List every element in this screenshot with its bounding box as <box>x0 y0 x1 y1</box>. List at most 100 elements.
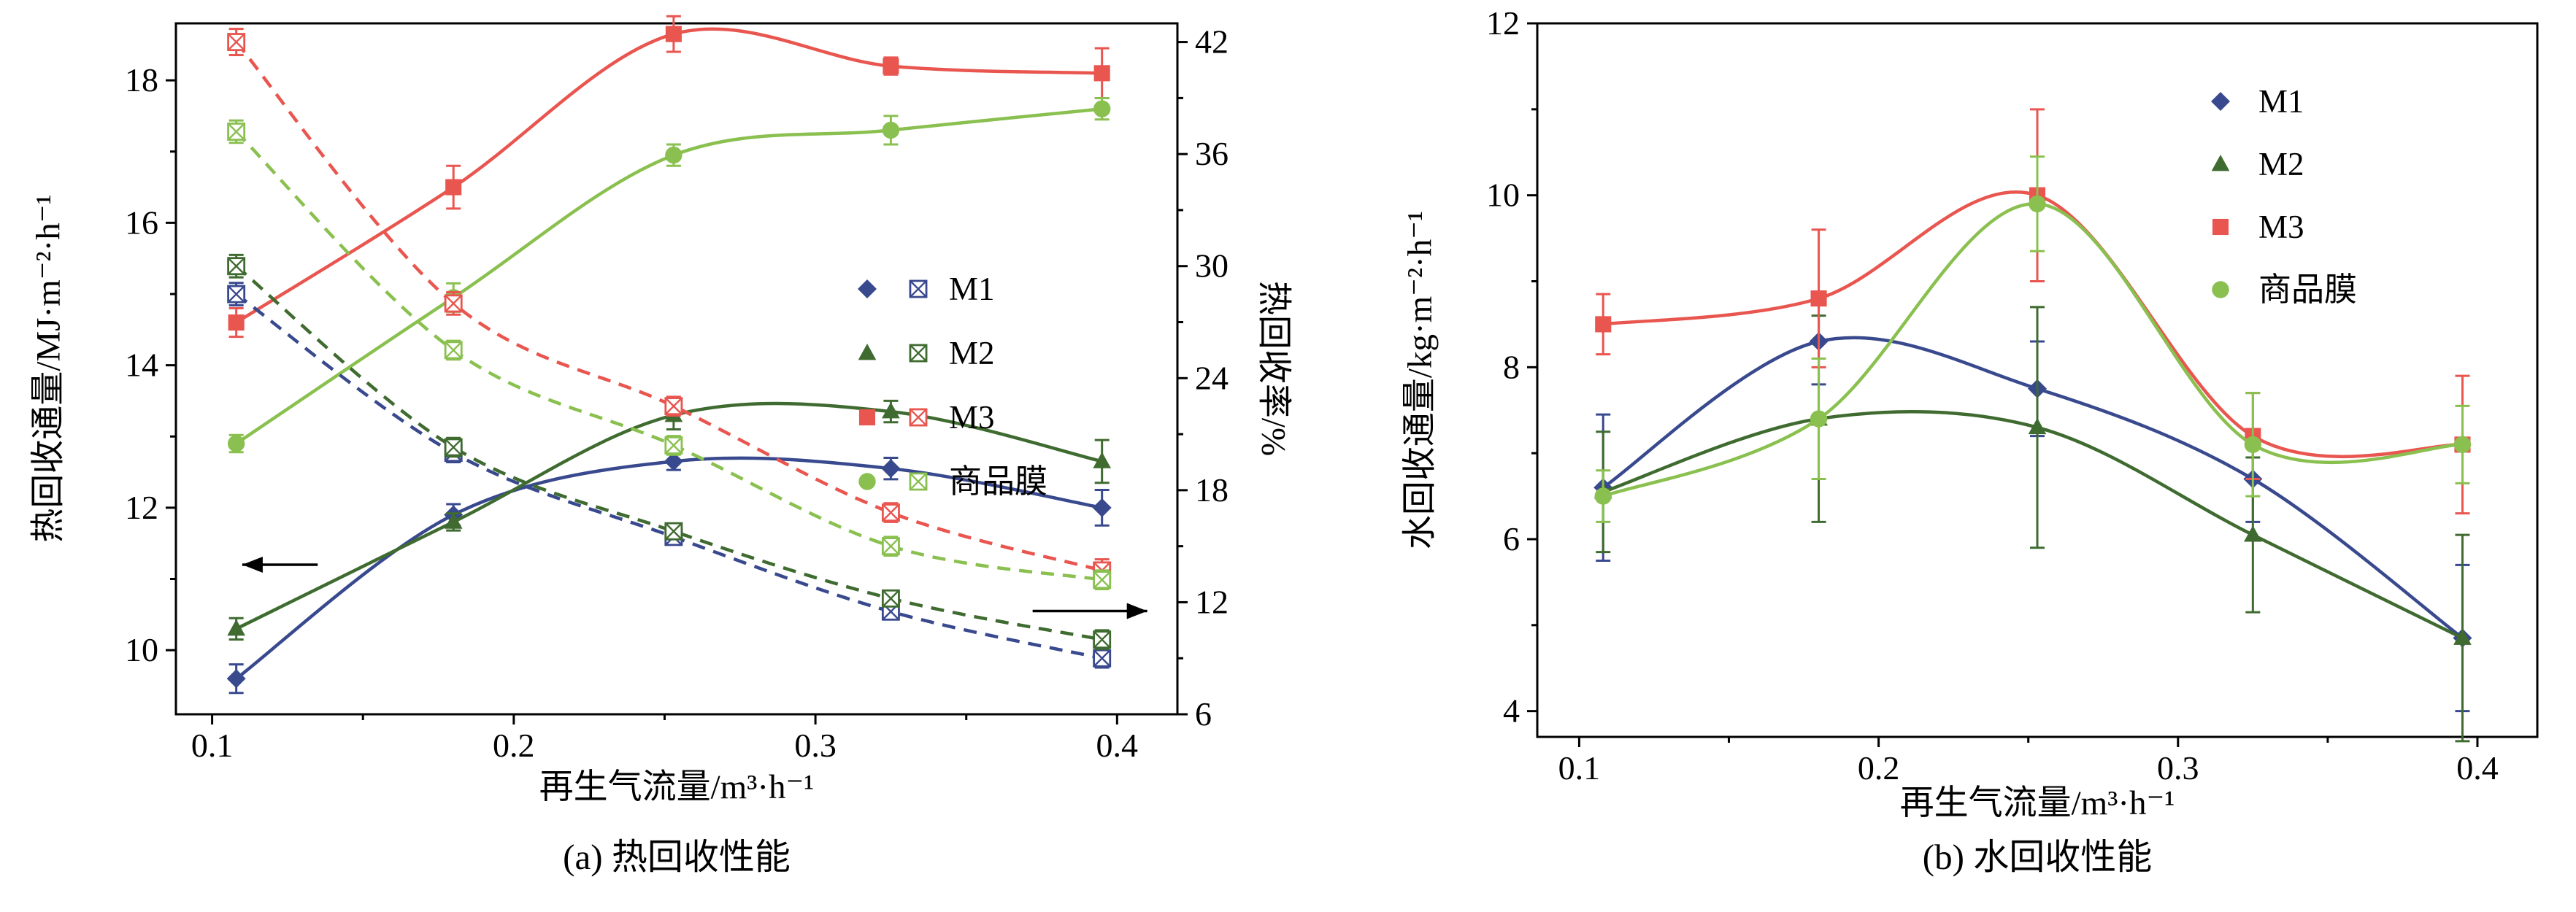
crossed-square-x <box>227 33 245 51</box>
legend-label: M3 <box>2258 209 2304 245</box>
crossed-square-x <box>227 257 245 275</box>
y-left-tick-label: 16 <box>125 204 158 241</box>
tick-labels: 0.1 0.2 0.3 0.4 4 6 8 10 12 <box>1486 4 2499 787</box>
square-marker <box>1595 316 1612 333</box>
square-marker <box>2212 218 2229 236</box>
y-right-tick-label: 30 <box>1195 247 1229 285</box>
series-M1-water-flux <box>1593 297 2472 713</box>
series-M3-heat-flux <box>228 15 1110 339</box>
x-tick-label: 0.3 <box>2157 749 2199 787</box>
arrow-head <box>242 556 263 573</box>
y-left-tick-label: 10 <box>125 631 158 668</box>
chart-b-plot: 0.1 0.2 0.3 0.4 4 6 8 10 12 M1 M2 M3 商品膜 <box>1486 4 2539 787</box>
y-right-tick-label: 6 <box>1195 695 1212 733</box>
y-left-tick-label: 18 <box>125 61 158 98</box>
triangle-marker <box>444 512 463 529</box>
circle-marker <box>665 146 683 164</box>
axes <box>166 22 1188 724</box>
y-left-tick-label: 8 <box>1503 348 1520 385</box>
square-marker <box>1093 65 1110 82</box>
y-left-tick-label: 12 <box>125 489 158 526</box>
square-marker <box>1810 290 1827 307</box>
triangle-marker <box>882 402 900 419</box>
legend-label: M1 <box>2258 83 2304 120</box>
circle-marker <box>1810 410 1828 428</box>
circle-marker <box>2029 195 2046 213</box>
panel-water-recovery: 0.1 0.2 0.3 0.4 4 6 8 10 12 M1 M2 M3 商品膜 水回收通量/kg·m⁻… <box>1288 0 2576 912</box>
x-tick-label: 0.4 <box>2456 749 2499 787</box>
legend-item-商品膜: 商品膜 <box>2212 271 2357 308</box>
crossed-square-x <box>445 341 463 359</box>
circle-marker <box>227 435 245 452</box>
y-right-tick-label: 18 <box>1195 471 1229 509</box>
chart-a-plot: 0.1 0.2 0.3 0.410121416186121824303642M1M2M… <box>125 15 1229 764</box>
right-axis-arrow <box>1032 603 1147 619</box>
legend-label: M2 <box>2258 146 2304 182</box>
plot-frame <box>1536 22 2539 738</box>
crossed-square-x <box>910 344 927 362</box>
legend-item-商品膜: 商品膜 <box>858 463 1047 500</box>
crossed-square-x <box>445 295 463 312</box>
chart-a-caption: (a) 热回收性能 <box>563 837 791 877</box>
chart-b-ylabel-left: 水回收通量/kg·m⁻²·h⁻¹ <box>1401 210 1439 550</box>
diamond-marker <box>858 279 877 298</box>
legend-label: M2 <box>949 335 995 371</box>
triangle-marker <box>2453 628 2472 645</box>
crossed-square-x <box>227 123 245 141</box>
legend-label: 商品膜 <box>2258 271 2357 308</box>
crossed-square-x <box>664 397 683 415</box>
circle-marker <box>1594 487 1612 505</box>
triangle-marker <box>2211 155 2230 171</box>
y-left-tick-label: 4 <box>1503 692 1520 730</box>
series-M2-water-flux <box>1593 306 2472 743</box>
chart-a-ylabel-right: 热回收率/% <box>1254 280 1293 457</box>
axes <box>1527 22 2539 747</box>
crossed-square-x <box>664 436 683 455</box>
x-tick-label: 0.2 <box>493 727 535 764</box>
triangle-marker <box>1093 452 1112 468</box>
y-right-tick-label: 24 <box>1195 359 1229 396</box>
circle-marker <box>1093 100 1111 117</box>
arrow-head <box>1126 603 1147 619</box>
triangle-marker <box>2028 417 2047 435</box>
legend-label: M3 <box>949 399 995 436</box>
crossed-square-x <box>227 285 245 304</box>
diamond-marker <box>1092 498 1112 517</box>
y-left-tick-label: 10 <box>1486 177 1520 214</box>
chart-b-xlabel: 再生气流量/m³·h⁻¹ <box>1899 784 2175 822</box>
x-tick-label: 0.1 <box>1558 749 1601 787</box>
circle-marker <box>858 473 876 490</box>
crossed-square-x <box>1093 630 1111 649</box>
crossed-square-x <box>1093 571 1111 589</box>
chart-b-caption: (b) 水回收性能 <box>1922 837 2153 877</box>
series-curve <box>235 293 1103 660</box>
crossed-square-x <box>445 438 463 456</box>
circle-marker <box>2453 436 2472 454</box>
legend-item-M2: M2 <box>858 335 995 371</box>
crossed-square-x <box>882 503 900 522</box>
triangle-marker <box>858 344 877 360</box>
panel-heat-recovery: 0.1 0.2 0.3 0.4 10 12 14 16 18 6 12 18 24 30 36 42 M1 M2 M… <box>29 15 1293 877</box>
x-tick-label: 0.1 <box>191 727 234 764</box>
circle-marker <box>2212 281 2229 298</box>
crossed-square-x <box>664 522 683 541</box>
x-tick-label: 0.4 <box>1096 727 1139 764</box>
series-商品膜-water-flux <box>1594 155 2472 523</box>
series-curve <box>234 41 1103 573</box>
series-M3-water-flux <box>1595 108 2471 515</box>
chart-a-ylabel-left: 热回收通量/MJ·m⁻²·h⁻¹ <box>29 194 68 543</box>
y-left-tick-label: 14 <box>125 347 158 384</box>
square-marker <box>445 179 462 196</box>
crossed-square-x <box>910 409 927 426</box>
crossed-square-x <box>910 473 927 490</box>
series-curve <box>1602 202 2463 498</box>
diamond-marker <box>2211 92 2230 111</box>
series-curve <box>1602 336 2464 640</box>
legend-item-M3: M3 <box>858 399 995 436</box>
square-marker <box>228 314 245 331</box>
diamond-marker <box>226 669 246 689</box>
tick-labels: 0.1 0.2 0.3 0.4 10 12 14 16 18 6 12 18 24 30 36 42 <box>125 23 1229 764</box>
legend: M1 M2 M3 商品膜 <box>858 271 1047 500</box>
series-curve <box>235 130 1103 581</box>
